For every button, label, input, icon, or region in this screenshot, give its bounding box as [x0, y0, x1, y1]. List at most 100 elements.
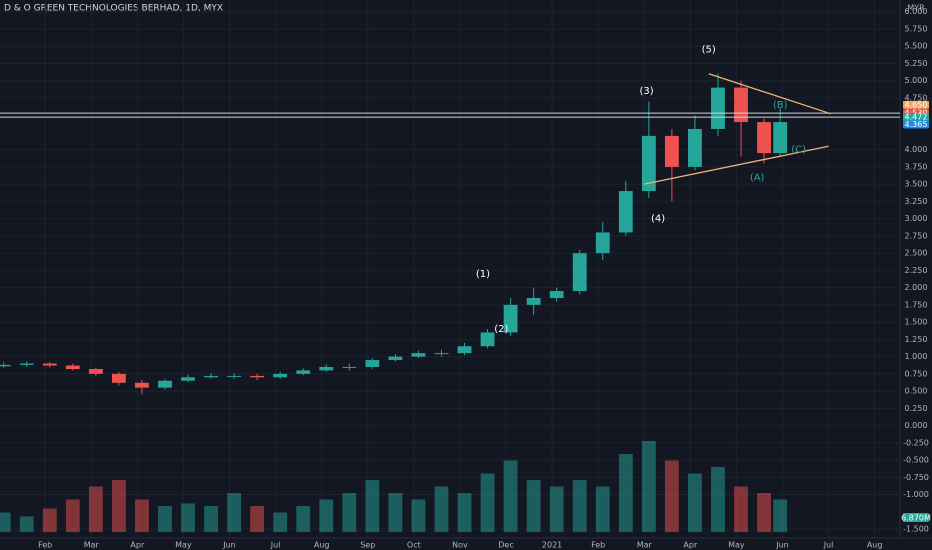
candle-body — [181, 377, 195, 381]
x-tick-label: Aug — [314, 541, 330, 550]
y-tick-label: 0.500 — [905, 387, 928, 396]
candle-body — [204, 375, 218, 378]
currency: MYR — [907, 4, 925, 13]
x-tick-label: Oct — [407, 541, 421, 550]
y-tick-label: 2.500 — [905, 249, 928, 258]
y-tick-label: -1.500 — [903, 525, 929, 534]
wave-label: (C) — [791, 145, 806, 156]
volume-bar — [250, 506, 265, 532]
volume-bar — [88, 486, 103, 532]
volume-bar — [595, 486, 610, 532]
wave-label: (A) — [750, 172, 765, 183]
candle-body — [158, 380, 172, 388]
volume-bar — [688, 473, 702, 532]
x-tick-label: 2021 — [542, 541, 562, 550]
y-tick-label: 1.500 — [905, 318, 928, 327]
y-tick-label: -1.000 — [903, 490, 929, 499]
volume-bar — [365, 480, 380, 532]
candle-body — [664, 135, 679, 167]
candle-body — [296, 370, 311, 374]
candle-body — [42, 363, 57, 366]
candle-body — [757, 122, 771, 154]
x-tick-label: Jul — [823, 541, 834, 550]
y-tick-label: 4.000 — [905, 145, 928, 154]
x-tick-label: Sep — [360, 541, 375, 550]
candle-body — [572, 253, 587, 292]
y-tick-label: 1.250 — [905, 335, 928, 344]
wave-label: (B) — [773, 100, 788, 111]
candle-body — [457, 346, 472, 354]
price-tag — [903, 113, 929, 122]
volume-bar — [19, 516, 34, 532]
price-tag-label: 4.472 — [905, 113, 928, 122]
volume-bar — [181, 503, 195, 532]
y-tick-label: 1.750 — [905, 300, 928, 309]
x-tick-label: Apr — [130, 541, 145, 550]
candle-body — [273, 373, 288, 378]
candle-body — [711, 87, 725, 129]
volume-bar — [711, 467, 725, 532]
trend-line — [644, 145, 829, 185]
volume-bar — [434, 486, 449, 532]
candle-body — [319, 366, 334, 371]
candle-body — [65, 365, 80, 370]
y-tick-label: 1.000 — [905, 352, 928, 361]
trend-line — [708, 73, 832, 115]
price-tag — [903, 100, 929, 109]
y-tick-label: -0.750 — [903, 473, 929, 482]
y-tick-label: 3.750 — [905, 162, 928, 171]
y-tick-label: 3.500 — [905, 180, 928, 189]
y-tick-label: 0.000 — [905, 421, 928, 430]
volume-bar — [42, 508, 57, 532]
volume-bar — [411, 499, 426, 532]
volume-bar — [65, 499, 80, 532]
x-tick-label: Mar — [637, 541, 653, 550]
volume-tag-label: 6.870M — [901, 514, 931, 523]
volume-tag — [903, 513, 929, 522]
candle-body — [88, 369, 103, 374]
price-tag-label: 4.530 — [905, 109, 928, 118]
volume-bar — [618, 454, 633, 532]
candle-body — [526, 297, 541, 305]
volume-bar — [641, 441, 656, 532]
volume-bar — [204, 506, 218, 532]
candle-body — [503, 304, 518, 333]
x-tick-label: Feb — [591, 541, 605, 550]
y-tick-label: 0.750 — [905, 369, 928, 378]
chart-title: D & O GREEN TECHNOLOGIES BERHAD, 1D, MYX — [4, 4, 223, 14]
y-tick-label: 3.000 — [905, 214, 928, 223]
x-tick-label: Dec — [498, 541, 513, 550]
y-tick-label: 5.750 — [905, 24, 928, 33]
candle-body — [365, 360, 380, 367]
volume-bar — [480, 473, 495, 532]
x-tick-label: Apr — [683, 541, 698, 550]
volume-bar — [0, 512, 11, 532]
candle-body — [773, 122, 788, 154]
y-tick-label: 0.250 — [905, 404, 928, 413]
candle-body — [688, 128, 702, 167]
candle-body — [111, 373, 126, 383]
volume-bar — [572, 480, 587, 532]
volume-bar — [273, 512, 288, 532]
candle-body — [250, 375, 265, 378]
wave-label: (2) — [494, 324, 508, 335]
wave-label: (1) — [476, 269, 490, 280]
volume-bar — [227, 493, 242, 532]
candle-body — [641, 135, 656, 192]
y-tick-label: 2.000 — [905, 283, 928, 292]
x-tick-label: May — [175, 541, 192, 550]
volume-bar — [734, 486, 748, 532]
volume-bar — [388, 493, 403, 532]
price-tag-label: 4.650 — [905, 100, 928, 109]
y-tick-label: 6.000 — [905, 7, 928, 16]
wave-label: (3) — [639, 86, 653, 97]
y-tick-label: 5.500 — [905, 42, 928, 51]
x-tick-label: Jun — [222, 541, 236, 550]
wave-label: (4) — [651, 214, 665, 225]
y-tick-label: 2.750 — [905, 231, 928, 240]
y-tick-label: 2.250 — [905, 266, 928, 275]
volume-bar — [135, 499, 149, 532]
candle-body — [19, 363, 34, 365]
